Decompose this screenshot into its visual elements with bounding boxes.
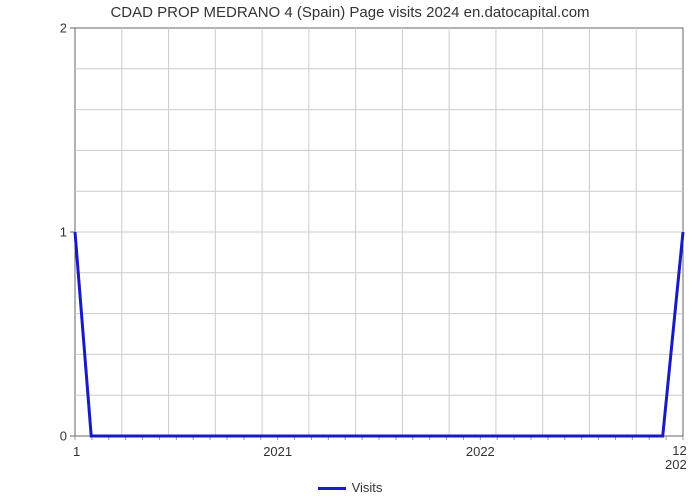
y-tick-label: 2	[37, 21, 67, 36]
y-tick-label: 0	[37, 429, 67, 444]
chart-container: CDAD PROP MEDRANO 4 (Spain) Page visits …	[0, 0, 700, 500]
chart-svg	[0, 0, 700, 500]
y-tick-label: 1	[37, 225, 67, 240]
x-tick-label: 2021	[263, 444, 292, 459]
x-axis-right-end-label: 12202	[665, 444, 687, 472]
legend-swatch	[318, 487, 346, 490]
legend: Visits	[0, 480, 700, 495]
legend-label: Visits	[352, 480, 383, 495]
x-tick-label: 2022	[466, 444, 495, 459]
x-axis-left-end-label: 1	[73, 444, 80, 459]
